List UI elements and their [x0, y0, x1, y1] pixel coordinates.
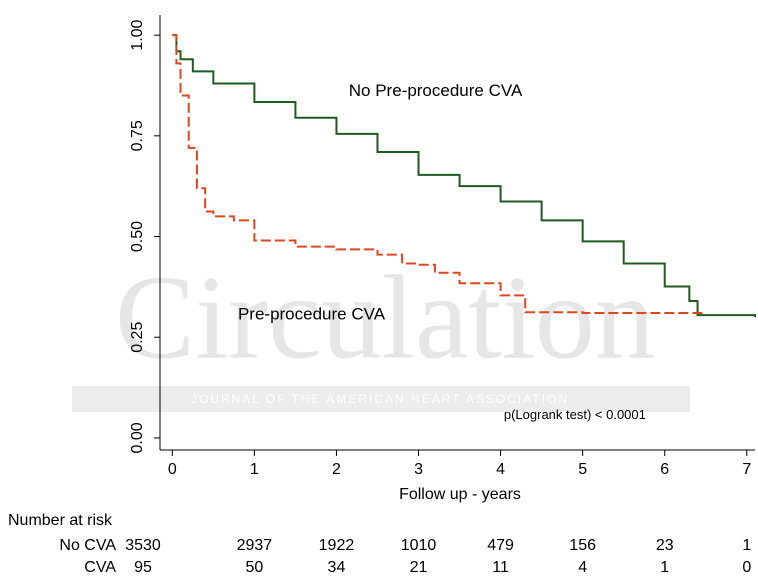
x-tick-label: 5 [578, 461, 587, 478]
risk-value: 3530 [125, 537, 161, 554]
risk-value: 1 [742, 537, 751, 554]
x-tick-label: 4 [496, 461, 505, 478]
risk-value: 50 [245, 559, 263, 576]
risk-table-title: Number at risk [8, 512, 113, 529]
risk-value: 2937 [237, 537, 273, 554]
annotation: No Pre-procedure CVA [349, 81, 523, 100]
x-tick-label: 7 [742, 461, 751, 478]
watermark: Circulation [115, 251, 655, 384]
risk-value: 34 [328, 559, 346, 576]
watermark-subtitle: JOURNAL OF THE AMERICAN HEART ASSOCIATIO… [191, 392, 569, 406]
risk-value: 156 [569, 537, 596, 554]
risk-value: 23 [656, 537, 674, 554]
y-tick-label: 0.75 [129, 120, 146, 151]
risk-row-label: CVA [84, 559, 116, 576]
risk-row-label: No CVA [59, 537, 116, 554]
risk-value: 0 [742, 559, 751, 576]
risk-value: 21 [410, 559, 428, 576]
risk-value: 479 [487, 537, 514, 554]
risk-value: 1 [660, 559, 669, 576]
y-tick-label: 0.50 [129, 221, 146, 252]
x-tick-label: 3 [414, 461, 423, 478]
annotation: p(Logrank test) < 0.0001 [504, 407, 646, 422]
y-tick-label: 0.00 [129, 422, 146, 453]
risk-value: 4 [578, 559, 587, 576]
risk-value: 95 [134, 559, 152, 576]
x-tick-label: 6 [660, 461, 669, 478]
risk-value: 1010 [401, 537, 437, 554]
survival-curve [172, 34, 706, 315]
x-axis-label: Follow up - years [399, 486, 521, 503]
risk-value: 1922 [319, 537, 355, 554]
x-tick-label: 0 [168, 461, 177, 478]
y-tick-label: 0.25 [129, 322, 146, 353]
x-tick-label: 1 [250, 461, 259, 478]
survival-curve [172, 34, 756, 318]
watermark-band [72, 386, 690, 412]
x-tick-label: 2 [332, 461, 341, 478]
y-tick-label: 1.00 [129, 19, 146, 50]
risk-value: 11 [492, 559, 509, 576]
annotation: Pre-procedure CVA [238, 305, 386, 324]
